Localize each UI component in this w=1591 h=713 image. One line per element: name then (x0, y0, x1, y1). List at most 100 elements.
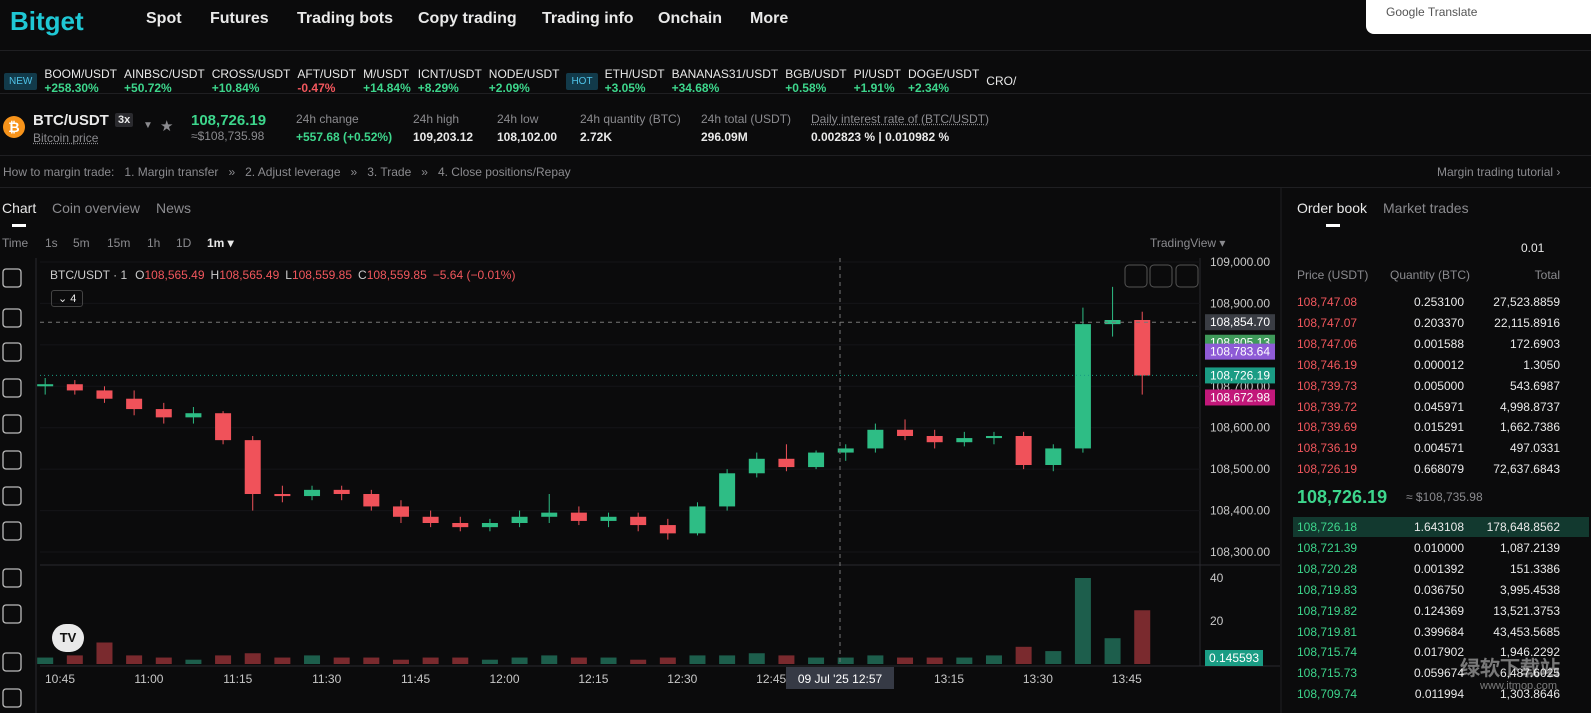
x-tick-label: 13:15 (934, 672, 964, 686)
ticker-item[interactable]: BOOM/USDT +258.30% (44, 67, 117, 95)
interval[interactable]: 1m ▾ (207, 236, 234, 250)
ob-tab[interactable]: Order book (1297, 200, 1368, 216)
tool-icon[interactable] (2, 378, 22, 398)
ob-total: 1,087.2139 (1499, 540, 1560, 555)
candle-body (1015, 436, 1032, 465)
margin-step[interactable]: 4. Close positions/Repay (437, 165, 571, 179)
tradingview-menu[interactable]: TradingView ▾ (1150, 236, 1226, 250)
nav-item[interactable]: Spot (146, 10, 182, 27)
pair-symbol[interactable]: BTC/USDT (33, 112, 109, 129)
ob-tab[interactable]: Market trades (1383, 200, 1469, 216)
ticker-item[interactable]: PI/USDT +1.91% (854, 67, 901, 95)
tool-icon[interactable] (2, 342, 22, 362)
tool-icon[interactable] (2, 568, 22, 588)
candle-body (215, 413, 232, 441)
ticker-item[interactable]: DOGE/USDT +2.34% (908, 67, 979, 95)
candle-body (600, 516, 617, 521)
tool-icon[interactable] (2, 652, 22, 672)
ohlc-label: C (358, 268, 367, 282)
tradingview-label[interactable]: TradingView (1150, 236, 1217, 250)
tool-icon[interactable] (2, 604, 22, 624)
price-label-bg (1205, 343, 1275, 360)
logo[interactable]: Bitget (10, 6, 84, 36)
volume-bar (926, 657, 943, 664)
margin-step[interactable]: 2. Adjust leverage (245, 165, 341, 179)
chart-tab[interactable]: Chart (2, 200, 37, 216)
nav-item[interactable]: More (750, 10, 789, 27)
ob-price: 108,715.73 (1297, 666, 1358, 681)
interval[interactable]: Time (2, 236, 29, 250)
ticker-change: +50.72% (124, 81, 172, 95)
dropdown-caret[interactable]: ▼ (143, 120, 153, 131)
tool-icon[interactable] (2, 308, 22, 328)
interval[interactable]: 5m (73, 236, 90, 250)
y-tick-label: 108,900.00 (1210, 296, 1270, 310)
nav-item[interactable]: Futures (210, 10, 269, 27)
tool-icon[interactable] (2, 688, 22, 708)
margin-step[interactable]: 3. Trade (367, 165, 412, 179)
favorite-star[interactable]: ★ (160, 118, 174, 135)
ob-total: 27,523.8859 (1493, 295, 1560, 309)
candle-body (304, 489, 321, 497)
precision[interactable]: 0.01 (1521, 241, 1545, 255)
candle-body (452, 523, 469, 528)
ohlc-value: 108,559.85 (366, 268, 427, 282)
interval[interactable]: 1s (45, 236, 58, 250)
ticker-name: BANANAS31/USDT (671, 67, 779, 81)
divider (0, 187, 1591, 188)
tool-icon[interactable] (2, 521, 22, 541)
ticker-item[interactable]: ICNT/USDT +8.29% (418, 67, 482, 95)
ticker-name: ICNT/USDT (417, 67, 482, 81)
ticker-name: NODE/USDT (488, 67, 560, 81)
ticker-item[interactable]: CRO/ (986, 74, 1016, 88)
tool-icon[interactable] (2, 268, 22, 288)
tool-icon[interactable] (2, 486, 22, 506)
chart-tab[interactable]: Coin overview (52, 200, 140, 216)
chart-legend: BTC/USDT · 1 O108,565.49 H108,565.49 L108,5… (50, 268, 515, 282)
tv-logo[interactable]: TV (52, 624, 84, 652)
legend-symbol: BTC/USDT · 1 (50, 268, 128, 282)
ob-qty: 0.005000 (1413, 378, 1464, 393)
interval[interactable]: 1D (176, 236, 192, 250)
candle-body (570, 512, 587, 521)
ticker-item[interactable]: BGB/USDT +0.58% (785, 67, 846, 95)
ticker-item[interactable]: NODE/USDT +2.09% (489, 67, 560, 95)
ticker-item[interactable]: AINBSC/USDT +50.72% (124, 67, 205, 95)
nav-item[interactable]: Trading info (542, 10, 634, 27)
ticker-item[interactable]: AFT/USDT -0.47% (297, 67, 356, 95)
ob-qty: 0.001392 (1413, 561, 1464, 576)
ticker-item[interactable]: BANANAS31/USDT +34.68% (672, 67, 779, 95)
ohlc-value: 108,565.49 (144, 268, 205, 282)
ob-price: 108,715.74 (1297, 645, 1358, 660)
divider (0, 93, 1591, 94)
x-tick-label: 11:00 (134, 672, 163, 686)
margin-tutorial[interactable]: Margin trading tutorial › (1437, 165, 1561, 179)
y-tick-label: 108,600.00 (1210, 421, 1270, 435)
ob-price: 108,739.72 (1297, 399, 1358, 414)
chart-button (1124, 264, 1148, 288)
nav-item[interactable]: Onchain (658, 10, 723, 27)
x-tick-label: 13:30 (1023, 672, 1053, 686)
tutorial-text[interactable]: Margin trading tutorial (1437, 165, 1554, 179)
candle-body (244, 440, 261, 494)
last-price: 108,726.19 (191, 112, 267, 129)
indicator-toggle[interactable]: ⌄ 4 (51, 290, 84, 307)
volume-bar (659, 657, 676, 664)
tool-icon[interactable] (2, 450, 22, 470)
translate-label[interactable]: Google Translate (1386, 5, 1478, 19)
tool-icon[interactable] (2, 414, 22, 434)
margin-step[interactable]: 1. Margin transfer (124, 165, 219, 179)
ticker-item[interactable]: CROSS/USDT +10.84% (212, 67, 291, 95)
ticker-item[interactable]: M/USDT +14.84% (363, 67, 411, 95)
chart-tab[interactable]: News (156, 200, 192, 216)
ob-total: 543.6987 (1509, 378, 1560, 393)
interval[interactable]: 1h (147, 236, 161, 250)
nav-item[interactable]: Trading bots (297, 10, 393, 27)
ticker-item[interactable]: ETH/USDT +3.05% (605, 67, 665, 95)
candle-body (808, 452, 825, 468)
nav-item[interactable]: Copy trading (418, 10, 517, 27)
last-price-usd: ≈$108,735.98 (191, 129, 265, 143)
price-label: 108,672.98 (1210, 390, 1270, 404)
ob-total: 1,662.7386 (1499, 420, 1560, 435)
interval[interactable]: 15m (107, 236, 131, 250)
